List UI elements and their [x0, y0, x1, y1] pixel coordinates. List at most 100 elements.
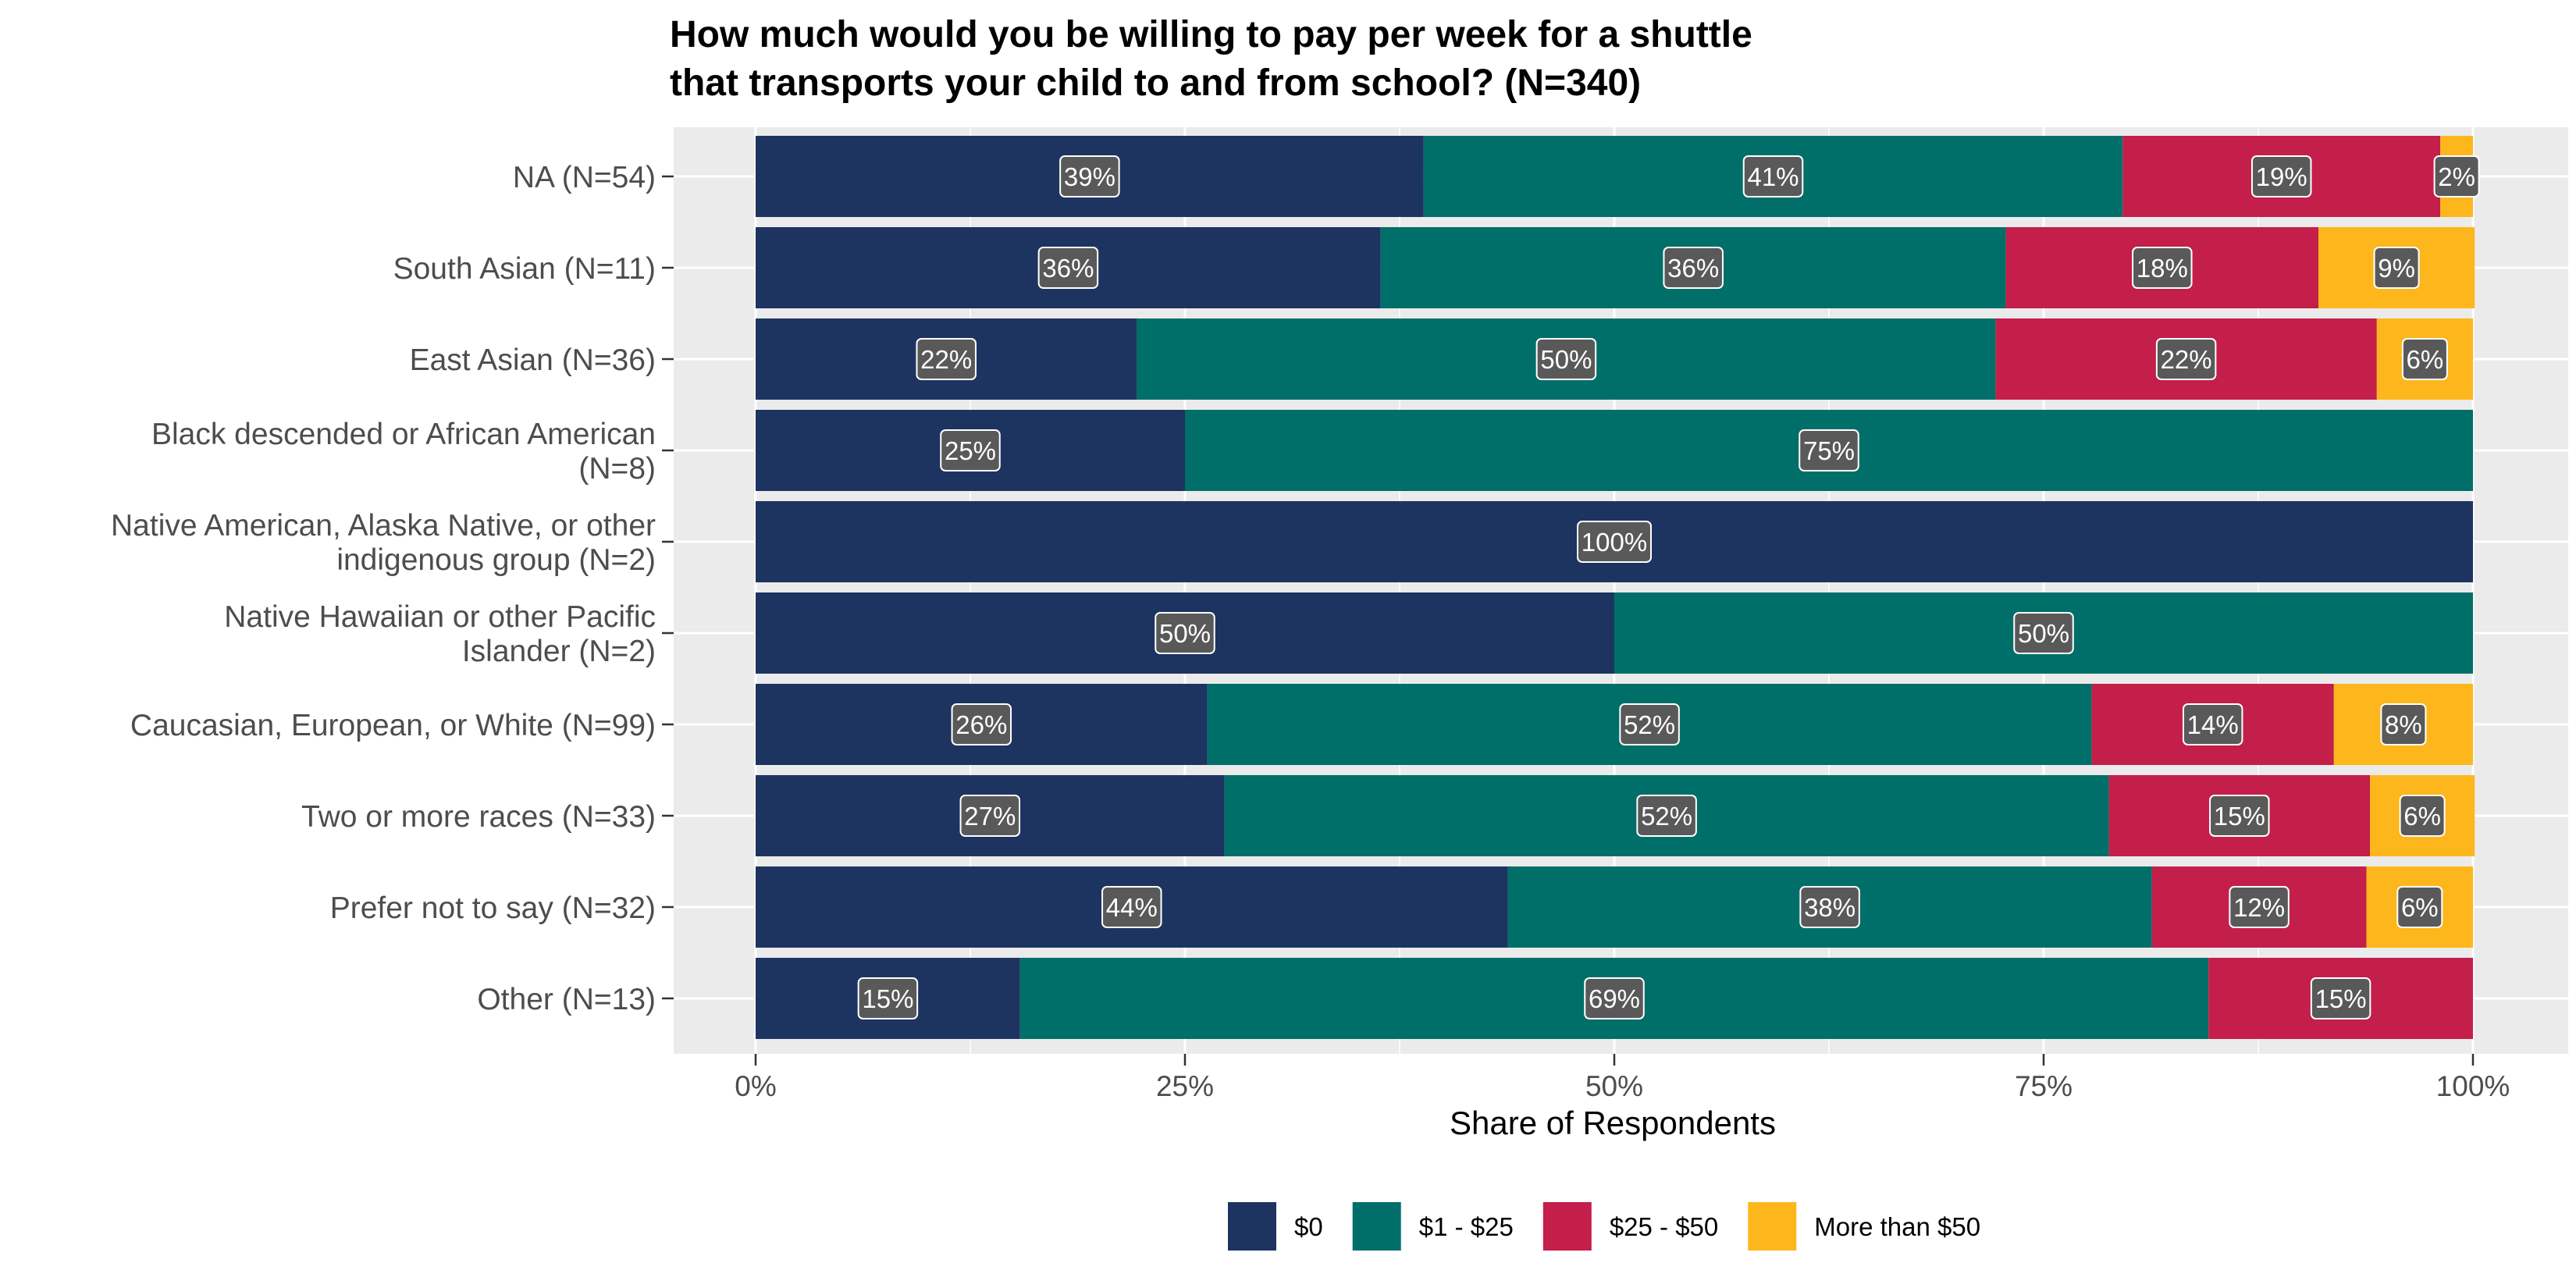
value-label: 12% [2229, 886, 2290, 928]
legend-key [1228, 1202, 1276, 1251]
value-label-box [916, 338, 977, 380]
value-label-text: 25% [945, 436, 996, 465]
value-label-text: 15% [862, 984, 913, 1013]
value-label: 36% [1037, 247, 1099, 289]
value-label: 100% [1577, 521, 1652, 563]
category-label: Native Hawaiian or other Pacific Islander… [224, 600, 656, 668]
value-label-box [2132, 247, 2193, 289]
category-labels: NA (N=54) South Asian (N=11) East Asian (N… [111, 161, 674, 1016]
value-label-box [1584, 977, 1645, 1019]
value-label: 50% [1155, 612, 1215, 654]
value-label: 22% [2155, 338, 2217, 380]
value-label-text: 50% [1540, 345, 1592, 374]
value-label-text: 2% [2438, 162, 2475, 191]
category-label: Caucasian, European, or White (N=99) [130, 709, 656, 742]
value-label-box [2399, 795, 2446, 837]
value-label: 2% [2433, 155, 2480, 197]
value-label: 50% [1535, 338, 1597, 380]
value-label-text: 52% [1624, 710, 1675, 739]
value-label-text: 6% [2403, 802, 2441, 831]
x-axis-title: Share of Respondents [1450, 1105, 1776, 1141]
legend-key [1542, 1202, 1592, 1251]
value-label: 26% [951, 703, 1012, 745]
x-tick-label: 0% [735, 1070, 776, 1102]
value-label-text: 19% [2256, 162, 2307, 191]
value-label: 38% [1799, 886, 1860, 928]
category-label: NA (N=54) [513, 161, 656, 194]
value-label-text: 50% [1159, 619, 1211, 648]
value-label-text: 52% [1641, 802, 1692, 831]
value-label-text: 38% [1804, 893, 1856, 922]
value-label-text: 36% [1667, 254, 1719, 283]
legend-item: $0 [1228, 1202, 1323, 1251]
value-label: 6% [2399, 795, 2446, 837]
value-label: 52% [1636, 795, 1697, 837]
value-label-box [1619, 703, 1680, 745]
value-label: 6% [2396, 886, 2443, 928]
value-label-text: 27% [964, 802, 1016, 831]
value-label: 36% [1663, 247, 1724, 289]
value-label: 41% [1742, 155, 1804, 197]
value-label: 9% [2373, 247, 2420, 289]
category-label: Native American, Alaska Native, or other… [111, 509, 656, 577]
value-label-box [1799, 886, 1860, 928]
category-label: Prefer not to say (N=32) [330, 891, 656, 925]
chart-title-line-1: How much would you be willing to pay per… [670, 14, 1752, 55]
value-label: 27% [959, 795, 1021, 837]
legend-key [1352, 1202, 1401, 1251]
value-label-text: 15% [2315, 984, 2367, 1013]
value-label-box [1742, 155, 1804, 197]
value-label-box [959, 795, 1021, 837]
value-label-box [2250, 155, 2312, 197]
value-label-box [1577, 521, 1652, 563]
x-tick-label: 75% [2015, 1070, 2073, 1102]
value-label: 39% [1059, 155, 1120, 197]
legend-label: $0 [1294, 1212, 1323, 1241]
value-label: 22% [916, 338, 977, 380]
value-label: 6% [2401, 338, 2448, 380]
chart-title-line-2: that transports your child to and from s… [670, 62, 1641, 104]
value-label-box [940, 429, 1001, 471]
category-label: Two or more races (N=33) [301, 800, 656, 834]
category-label: East Asian (N=36) [410, 343, 656, 377]
value-label-box [2209, 795, 2270, 837]
category-label: Other (N=13) [477, 983, 656, 1016]
legend-label: More than $50 [1814, 1212, 1980, 1241]
legend-item: $25 - $50 [1542, 1202, 1718, 1251]
value-label-text: 44% [1106, 893, 1158, 922]
value-label-text: 22% [2161, 345, 2212, 374]
value-label-box [1037, 247, 1099, 289]
value-label-text: 6% [2401, 893, 2439, 922]
value-label-box [1636, 795, 1697, 837]
value-label: 14% [2182, 703, 2243, 745]
value-label-box [2229, 886, 2290, 928]
value-label-box [2013, 612, 2074, 654]
value-label-text: 9% [2378, 254, 2415, 283]
value-label-box [2401, 338, 2448, 380]
value-label-text: 39% [1064, 162, 1115, 191]
value-label-box [2155, 338, 2217, 380]
x-tick-label: 25% [1156, 1070, 1214, 1102]
value-label-box [1663, 247, 1724, 289]
x-axis: 0% 25% 50% 75% 100% [735, 1054, 2510, 1102]
value-label: 19% [2250, 155, 2312, 197]
value-label-box [2380, 703, 2427, 745]
value-label-text: 22% [920, 345, 972, 374]
legend-label: $25 - $50 [1610, 1212, 1718, 1241]
value-label: 15% [857, 977, 919, 1019]
legend-item: More than $50 [1748, 1202, 1980, 1251]
legend-label: $1 - $25 [1419, 1212, 1514, 1241]
value-label-text: 15% [2214, 802, 2265, 831]
value-label-box [1535, 338, 1597, 380]
value-label: 75% [1799, 429, 1859, 471]
value-label: 50% [2013, 612, 2074, 654]
value-label: 69% [1584, 977, 1645, 1019]
category-label: Black descended or African American (N=8) [151, 418, 656, 486]
value-label-text: 26% [955, 710, 1007, 739]
value-label: 18% [2132, 247, 2193, 289]
legend-key [1748, 1202, 1797, 1251]
value-label-text: 8% [2385, 710, 2422, 739]
value-label-box [2433, 155, 2480, 197]
value-label-box [2182, 703, 2243, 745]
